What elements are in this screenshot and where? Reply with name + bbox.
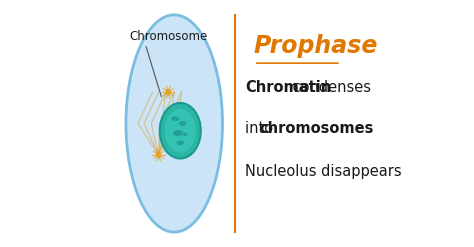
Ellipse shape (173, 130, 182, 136)
Text: into: into (246, 121, 278, 136)
Ellipse shape (156, 151, 161, 158)
Text: Nucleolus disappears: Nucleolus disappears (246, 164, 402, 179)
Ellipse shape (164, 109, 196, 152)
Ellipse shape (179, 121, 186, 126)
Text: Prophase: Prophase (254, 34, 378, 58)
Ellipse shape (177, 140, 184, 145)
Text: Chromosome: Chromosome (129, 30, 208, 43)
Text: Chromatin: Chromatin (246, 80, 332, 95)
Text: condenses: condenses (288, 80, 371, 95)
Ellipse shape (160, 103, 201, 159)
Ellipse shape (182, 133, 188, 136)
Ellipse shape (171, 117, 180, 121)
Ellipse shape (126, 15, 222, 232)
Ellipse shape (165, 89, 171, 96)
Text: chromosomes: chromosomes (259, 121, 374, 136)
